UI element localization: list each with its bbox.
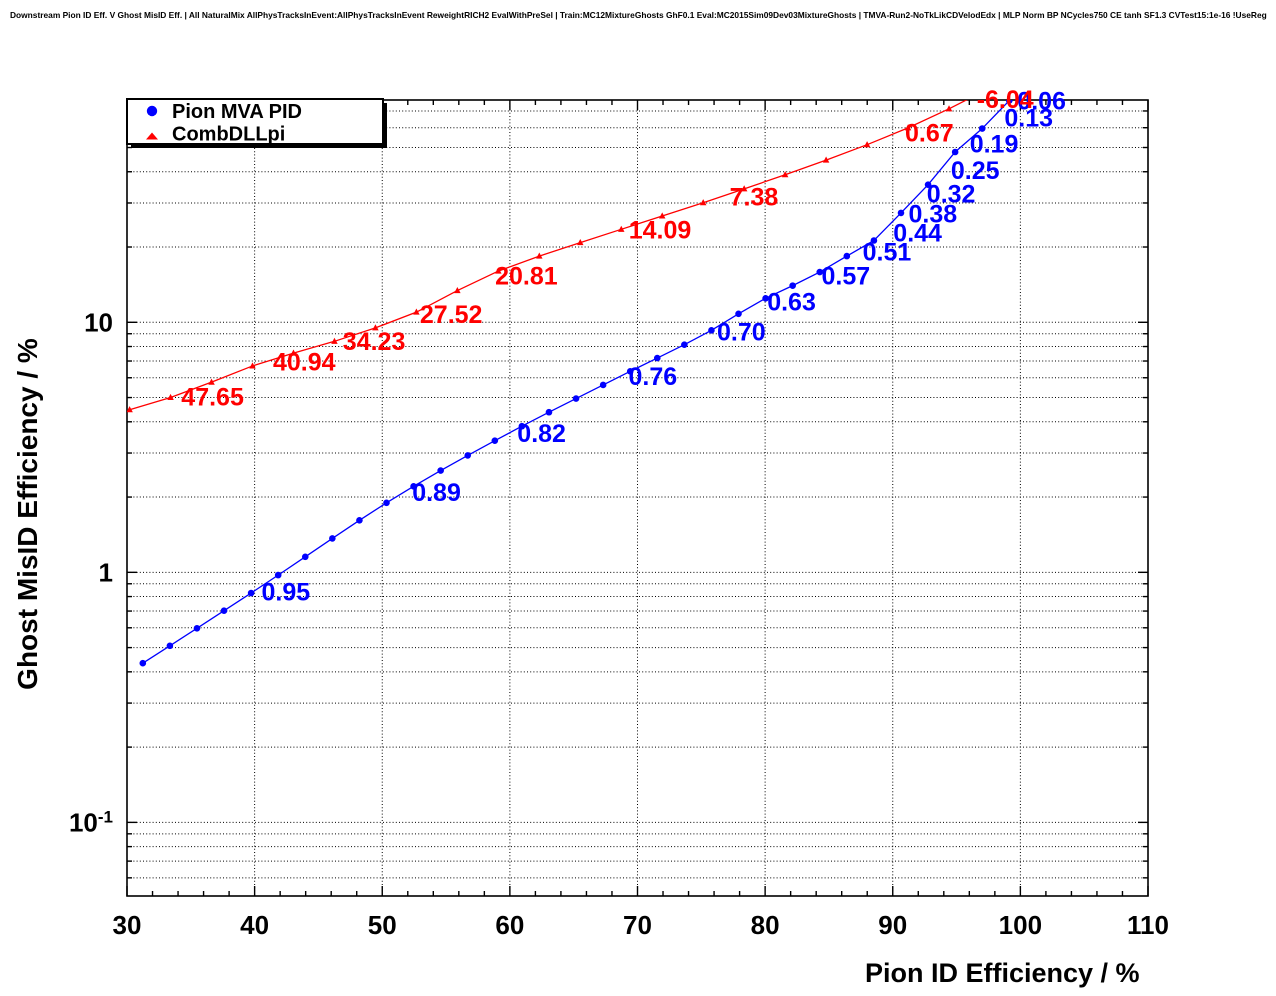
svg-text:27.52: 27.52	[420, 301, 483, 329]
svg-text:-6.04: -6.04	[977, 86, 1034, 114]
svg-text:0.25: 0.25	[951, 157, 1000, 185]
svg-text:0.76: 0.76	[629, 363, 678, 391]
svg-text:0.70: 0.70	[717, 319, 766, 347]
svg-text:34.23: 34.23	[343, 328, 406, 356]
svg-text:0.95: 0.95	[262, 579, 311, 607]
svg-text:40.94: 40.94	[273, 349, 336, 377]
svg-text:7.38: 7.38	[730, 184, 779, 212]
svg-text:14.09: 14.09	[629, 217, 692, 245]
svg-text:20.81: 20.81	[495, 263, 558, 291]
svg-text:0.82: 0.82	[517, 420, 566, 448]
svg-text:0.63: 0.63	[767, 289, 816, 317]
svg-text:0.67: 0.67	[905, 120, 954, 148]
svg-text:0.57: 0.57	[822, 263, 871, 291]
svg-text:0.89: 0.89	[412, 479, 461, 507]
svg-text:0.19: 0.19	[970, 131, 1019, 159]
svg-text:47.65: 47.65	[181, 384, 244, 412]
